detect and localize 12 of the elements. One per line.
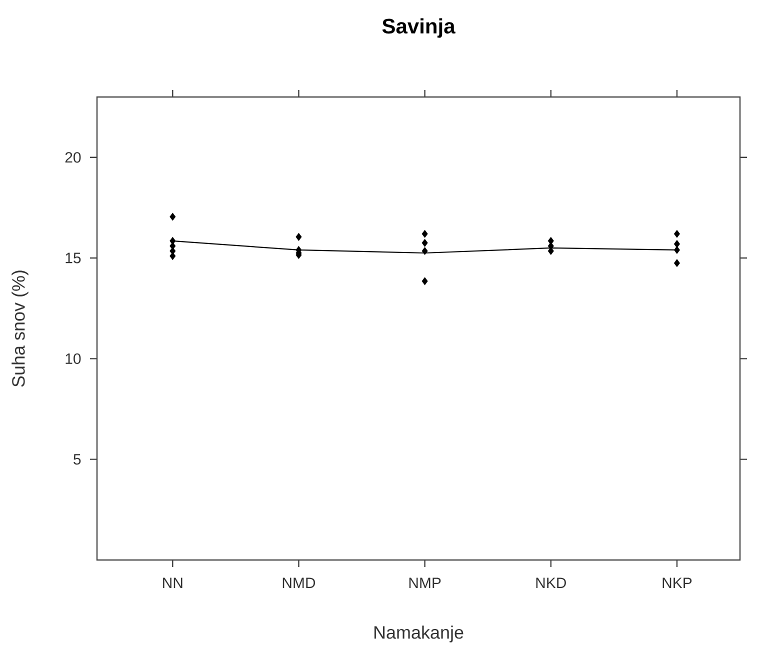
y-tick-label: 5 xyxy=(74,454,81,465)
x-tick-label: NMP xyxy=(409,578,441,588)
y-tick-label: 10 xyxy=(66,353,81,364)
x-tick-label: NKP xyxy=(662,578,692,588)
y-axis-title: Suha snov (%) xyxy=(12,270,28,387)
x-tick-label: NKD xyxy=(536,578,566,588)
x-axis-title: Namakanje xyxy=(374,626,464,642)
x-tick-label: NMD xyxy=(282,578,316,588)
y-tick-label: 15 xyxy=(66,252,81,264)
x-tick-label: NN xyxy=(163,578,182,588)
chart-title: Savinja xyxy=(382,18,456,38)
y-tick-label: 20 xyxy=(65,152,81,163)
